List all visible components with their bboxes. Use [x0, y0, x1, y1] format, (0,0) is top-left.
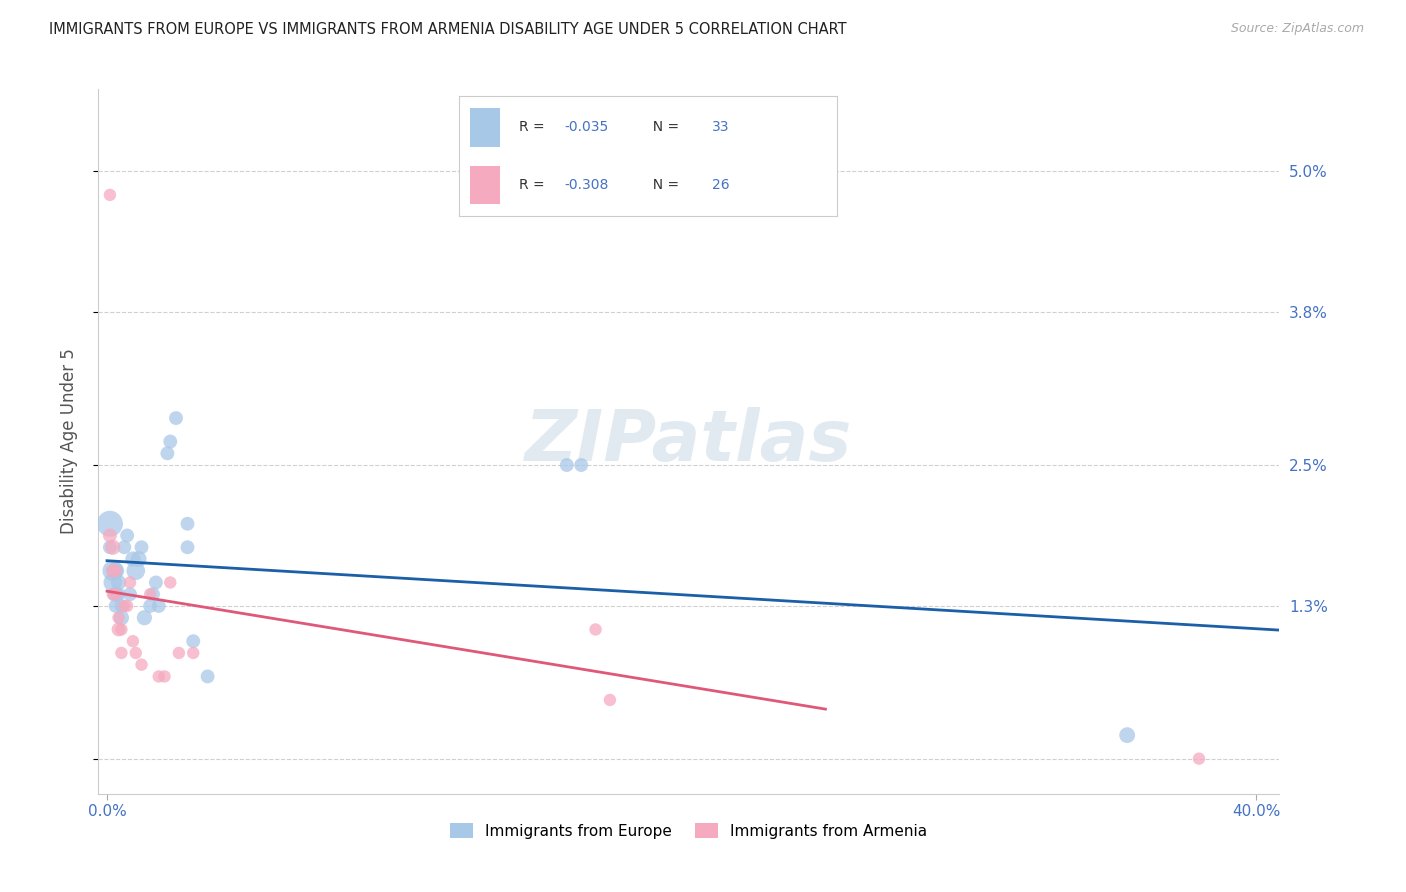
Text: ZIPatlas: ZIPatlas — [526, 407, 852, 476]
Point — [176, 541, 198, 555]
Point — [101, 541, 124, 555]
Point — [115, 528, 138, 542]
Point — [159, 434, 181, 449]
Point — [142, 587, 165, 601]
Point — [101, 564, 124, 578]
Legend: Immigrants from Europe, Immigrants from Armenia: Immigrants from Europe, Immigrants from … — [443, 815, 935, 847]
Point — [107, 623, 129, 637]
Point — [148, 599, 170, 613]
Point — [181, 634, 204, 648]
Point — [122, 552, 145, 566]
Point — [104, 587, 127, 601]
Point — [112, 541, 135, 555]
Point — [167, 646, 190, 660]
Point — [118, 587, 141, 601]
Point — [101, 575, 124, 590]
Point — [156, 446, 179, 460]
Point — [125, 646, 148, 660]
Point — [555, 458, 578, 472]
Point — [1188, 751, 1211, 765]
Point — [98, 528, 121, 542]
Point — [569, 458, 592, 472]
Point — [107, 611, 129, 625]
Point — [104, 587, 127, 601]
Point — [122, 634, 145, 648]
Point — [125, 564, 148, 578]
Point — [131, 657, 153, 672]
Point — [134, 611, 156, 625]
Point — [176, 516, 198, 531]
Point — [112, 599, 135, 613]
Point — [107, 575, 129, 590]
Point — [197, 669, 219, 683]
Point — [118, 575, 141, 590]
Point — [104, 564, 127, 578]
Point — [110, 623, 132, 637]
Point — [599, 693, 621, 707]
Point — [98, 188, 121, 202]
Point — [104, 564, 127, 578]
Point — [131, 541, 153, 555]
Point — [101, 564, 124, 578]
Point — [98, 516, 121, 531]
Point — [104, 599, 127, 613]
Point — [1116, 728, 1139, 742]
Point — [98, 541, 121, 555]
Point — [181, 646, 204, 660]
Point — [101, 587, 124, 601]
Point — [115, 599, 138, 613]
Text: Source: ZipAtlas.com: Source: ZipAtlas.com — [1230, 22, 1364, 36]
Point — [139, 587, 162, 601]
Point — [110, 611, 132, 625]
Point — [159, 575, 181, 590]
Point — [148, 669, 170, 683]
Point — [585, 623, 607, 637]
Y-axis label: Disability Age Under 5: Disability Age Under 5 — [59, 349, 77, 534]
Point — [128, 552, 150, 566]
Point — [153, 669, 176, 683]
Point — [107, 587, 129, 601]
Point — [139, 599, 162, 613]
Text: IMMIGRANTS FROM EUROPE VS IMMIGRANTS FROM ARMENIA DISABILITY AGE UNDER 5 CORRELA: IMMIGRANTS FROM EUROPE VS IMMIGRANTS FRO… — [49, 22, 846, 37]
Point — [145, 575, 167, 590]
Point — [110, 646, 132, 660]
Point — [165, 411, 187, 425]
Point — [110, 599, 132, 613]
